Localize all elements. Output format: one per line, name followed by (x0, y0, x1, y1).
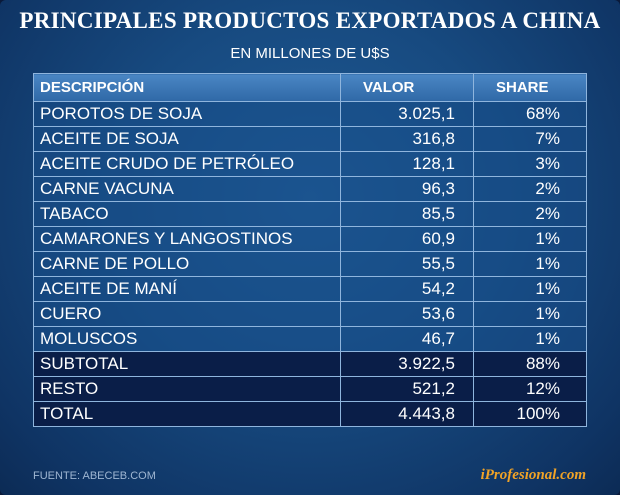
cell-valor: 85,5 (340, 201, 474, 227)
cell-share: 88% (473, 351, 587, 377)
table-row: CAMARONES Y LANGOSTINOS 60,9 1% (33, 226, 587, 252)
chart-subtitle: EN MILLONES DE U$S (230, 45, 390, 62)
table-row: CUERO 53,6 1% (33, 301, 587, 327)
cell-valor: 53,6 (340, 301, 474, 327)
cell-share: 7% (473, 126, 587, 152)
table-row: POROTOS DE SOJA 3.025,1 68% (33, 101, 587, 127)
cell-valor: 3.025,1 (340, 101, 474, 127)
column-header-share: SHARE (473, 73, 587, 102)
cell-valor: 46,7 (340, 326, 474, 352)
exports-table: DESCRIPCIÓN VALOR SHARE POROTOS DE SOJA 3… (33, 73, 587, 427)
cell-valor: 96,3 (340, 176, 474, 202)
cell-descripcion: ACEITE DE SOJA (33, 126, 341, 152)
table-row: ACEITE CRUDO DE PETRÓLEO 128,1 3% (33, 151, 587, 177)
cell-share: 68% (473, 101, 587, 127)
table-row: CARNE DE POLLO 55,5 1% (33, 251, 587, 277)
table-row: TOTAL 4.443,8 100% (33, 401, 587, 427)
table-row: ACEITE DE MANÍ 54,2 1% (33, 276, 587, 302)
cell-descripcion: TOTAL (33, 401, 341, 427)
table-row: MOLUSCOS 46,7 1% (33, 326, 587, 352)
cell-share: 1% (473, 276, 587, 302)
cell-descripcion: CAMARONES Y LANGOSTINOS (33, 226, 341, 252)
cell-share: 100% (473, 401, 587, 427)
cell-share: 2% (473, 176, 587, 202)
cell-valor: 54,2 (340, 276, 474, 302)
brand-logo: iProfesional.com (480, 467, 586, 483)
cell-share: 2% (473, 201, 587, 227)
table-body: POROTOS DE SOJA 3.025,1 68% ACEITE DE SOJA 3… (33, 101, 587, 427)
cell-share: 12% (473, 376, 587, 402)
column-header-valor: VALOR (340, 73, 474, 102)
table-header-row: DESCRIPCIÓN VALOR SHARE (33, 73, 587, 102)
table-row: TABACO 85,5 2% (33, 201, 587, 227)
cell-descripcion: TABACO (33, 201, 341, 227)
cell-descripcion: CUERO (33, 301, 341, 327)
cell-valor: 60,9 (340, 226, 474, 252)
column-header-descripcion: DESCRIPCIÓN (33, 73, 341, 102)
cell-share: 3% (473, 151, 587, 177)
cell-share: 1% (473, 251, 587, 277)
table-row: RESTO 521,2 12% (33, 376, 587, 402)
cell-descripcion: MOLUSCOS (33, 326, 341, 352)
table-row: SUBTOTAL 3.922,5 88% (33, 351, 587, 377)
cell-descripcion: RESTO (33, 376, 341, 402)
cell-share: 1% (473, 326, 587, 352)
cell-descripcion: ACEITE CRUDO DE PETRÓLEO (33, 151, 341, 177)
cell-descripcion: SUBTOTAL (33, 351, 341, 377)
cell-valor: 128,1 (340, 151, 474, 177)
cell-valor: 55,5 (340, 251, 474, 277)
cell-valor: 521,2 (340, 376, 474, 402)
cell-descripcion: ACEITE DE MANÍ (33, 276, 341, 302)
cell-descripcion: CARNE VACUNA (33, 176, 341, 202)
source-note: FUENTE: ABECEB.COM (33, 470, 156, 482)
cell-valor: 3.922,5 (340, 351, 474, 377)
table-row: CARNE VACUNA 96,3 2% (33, 176, 587, 202)
chart-title: PRINCIPALES PRODUCTOS EXPORTADOS A CHINA (19, 8, 601, 33)
cell-valor: 316,8 (340, 126, 474, 152)
cell-descripcion: POROTOS DE SOJA (33, 101, 341, 127)
table-row: ACEITE DE SOJA 316,8 7% (33, 126, 587, 152)
cell-share: 1% (473, 301, 587, 327)
cell-share: 1% (473, 226, 587, 252)
cell-valor: 4.443,8 (340, 401, 474, 427)
cell-descripcion: CARNE DE POLLO (33, 251, 341, 277)
